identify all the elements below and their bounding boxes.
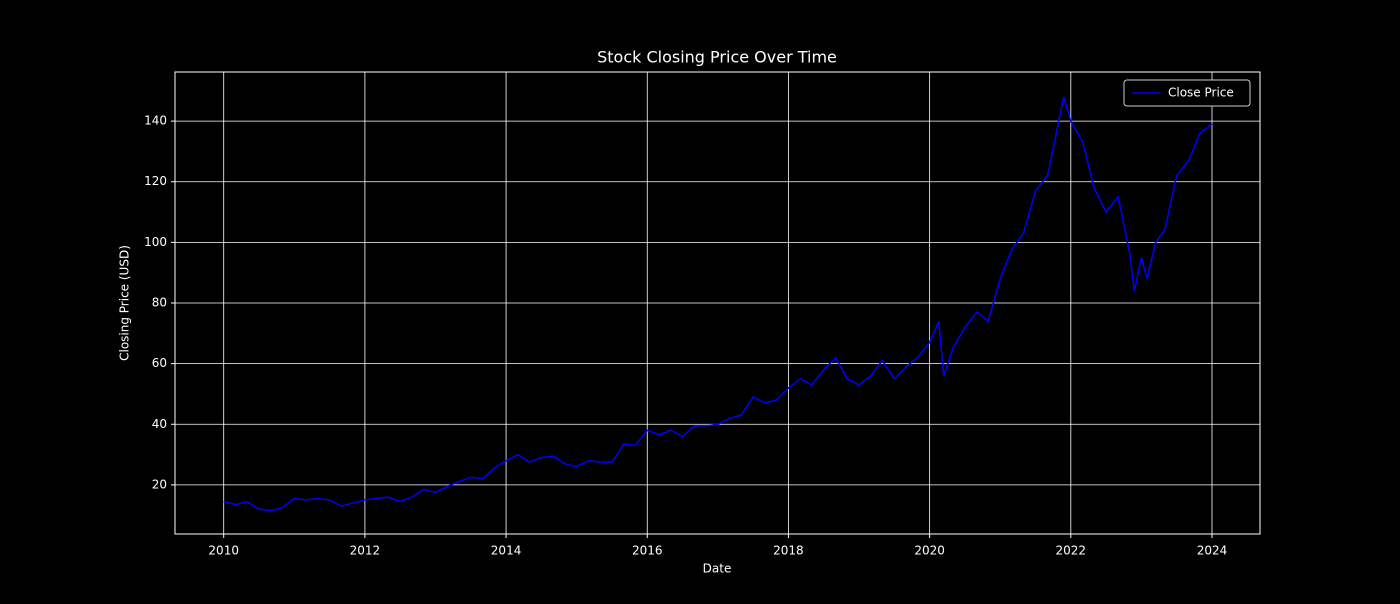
y-tick-label: 60 [152,356,167,370]
x-axis-label: Date [703,562,732,576]
y-tick-label: 40 [152,417,167,431]
x-tick-label: 2024 [1197,544,1228,558]
x-tick-label: 2016 [632,544,663,558]
plot-frame [174,71,1261,535]
y-tick-label: 100 [144,235,167,249]
y-tick-label: 20 [152,477,167,491]
y-tick-label: 120 [144,174,167,188]
y-tick-label: 80 [152,296,167,310]
y-tick-label: 140 [144,114,167,128]
line [223,96,1213,512]
x-tick-label: 2010 [208,544,239,558]
chart-title: Stock Closing Price Over Time [597,48,837,67]
y-axis-label: Closing Price (USD) [118,245,132,361]
x-tick-label: 2020 [914,544,945,558]
legend-box [1123,79,1251,107]
legend-label: Close Price [1168,86,1234,100]
x-tick-label: 2018 [773,544,804,558]
x-tick-label: 2012 [350,544,381,558]
x-tick-label: 2022 [1056,544,1087,558]
x-tick-label: 2014 [491,544,522,558]
